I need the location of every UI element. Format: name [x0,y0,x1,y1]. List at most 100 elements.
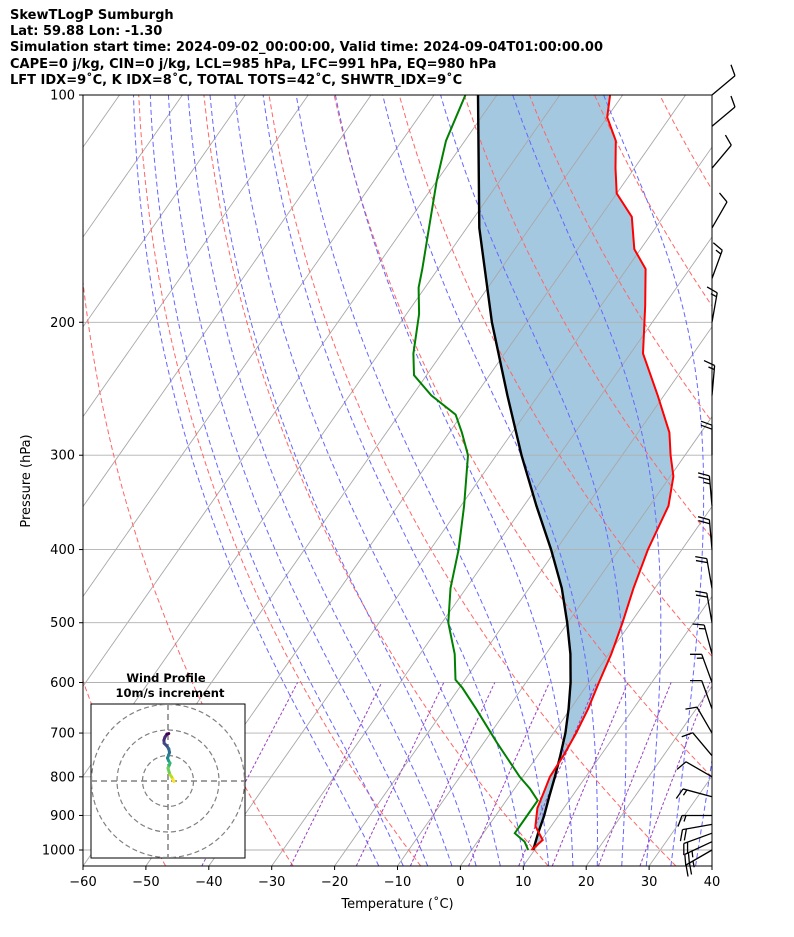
moist-adiabat-line [209,95,477,866]
isotherm-line [397,415,712,866]
hodograph-plot-area [91,704,245,858]
wind-barb-flag [683,843,685,856]
wind-barb-flag [703,481,711,485]
wind-barb-staff [703,624,713,655]
wind-barb [711,64,736,96]
mixing-ratio-line [355,682,445,866]
wind-barb [703,359,716,396]
mixing-ratio-line [597,682,672,866]
wind-barb-flag [686,842,689,854]
wind-barb-staff [685,761,713,778]
chart-header: SkewTLogP Sumburgh Lat: 59.88 Lon: -1.30… [10,8,603,89]
x-tick-label: 30 [641,875,658,890]
moist-adiabat-line [295,95,550,866]
isotherm-line [775,95,794,866]
dry-adiabat-line [790,95,794,866]
isotherm-line [334,326,712,866]
moist-adiabat-line [149,95,404,866]
wind-barb-flag [687,852,691,865]
wind-barb-staff [682,823,713,831]
hodograph-subtitle: 10m/s increment [116,686,225,700]
wind-barb-flag [690,679,702,682]
wind-barb-flag [696,657,704,659]
wind-barb [692,623,713,655]
wind-barb-flag [692,623,705,626]
wind-barb-flag [675,788,684,799]
wind-barb-flag [708,366,715,371]
temperature-profile-line [530,95,675,851]
moist-adiabat-line [167,95,429,866]
moist-adiabat-line [720,95,794,866]
wind-barb-flag [697,472,710,477]
wind-barb-flag [698,520,710,525]
x-tick-label: −30 [258,875,285,890]
indices-line-1: CAPE=0 j/kg, CIN=0 j/kg, LCL=985 hPa, LF… [10,56,497,72]
isotherm-line [460,505,712,866]
wind-barb-flag [681,732,693,738]
wind-barb-flag [730,95,736,108]
y-tick-label: 700 [50,727,75,742]
moist-adiabat-line [440,95,627,866]
x-tick-label: 0 [456,875,464,890]
isotherm-line [711,865,712,866]
wind-barb-staff [683,832,713,845]
dry-adiabat-line [138,95,422,866]
hodograph-title: Wind Profile [126,671,206,685]
dry-adiabat-line [203,95,549,866]
wind-barb-flag [706,286,718,294]
wind-barb-staff [706,558,713,589]
wind-barb-flag [715,249,722,255]
moist-adiabat-line [334,95,574,866]
wind-barb-flag [685,706,698,710]
y-tick-label: 600 [50,676,75,691]
y-tick-label: 400 [50,543,75,558]
hodograph-trace-segment [165,732,171,736]
wind-barb-flag [685,864,689,877]
wind-barb [681,732,713,757]
wind-barb [695,590,713,623]
wind-barb-flag [710,293,717,298]
profile-lines-layer [412,95,675,851]
wind-barb-staff [706,593,713,623]
wind-barb-flag [730,64,736,76]
y-tick-label: 900 [50,809,75,824]
wind-barb-flag [695,555,707,560]
wind-barb [695,555,713,589]
wind-barb-flag [684,854,687,867]
isotherm-line [208,146,712,866]
wind-barb [679,823,713,842]
hodograph-ring [116,729,220,833]
x-tick-label: 10 [515,875,532,890]
wind-barb-staff [711,106,736,127]
wind-barb [711,192,728,229]
wind-barb-staff [685,849,713,866]
mixing-ratio-line [639,682,711,866]
x-axis-label: Temperature (˚C) [340,896,453,912]
wind-barb [676,761,713,778]
wind-barb-flag [676,761,687,770]
wind-barb-flag [700,424,713,430]
moist-adiabat-line [234,95,501,866]
cape-cin-shading [478,95,674,850]
wind-barb [711,95,736,127]
y-tick-label: 300 [50,449,75,464]
wind-barb [697,516,713,550]
wind-barb-flag [695,559,708,564]
wind-barb-staff [711,201,728,229]
wind-barb-staff [701,680,713,710]
wind-barb-flag [695,590,707,594]
wind-barb-flag [682,789,688,796]
y-axis-label: Pressure (hPa) [19,434,34,527]
wind-barb [683,832,713,856]
parcel-profile-line [476,95,572,851]
moist-adiabat-line [187,95,453,866]
wind-barb [700,420,713,456]
isotherm-line [83,95,372,508]
wind-barb-staff [711,292,718,323]
wind-barb-staff [701,654,713,683]
axes-layer: −60 −50 −40 −30 −20 −10 0 10 20 30 40 1000 900 800 700… [42,89,720,891]
wind-barb-staff [684,841,713,855]
wind-barb-flag [712,242,723,251]
